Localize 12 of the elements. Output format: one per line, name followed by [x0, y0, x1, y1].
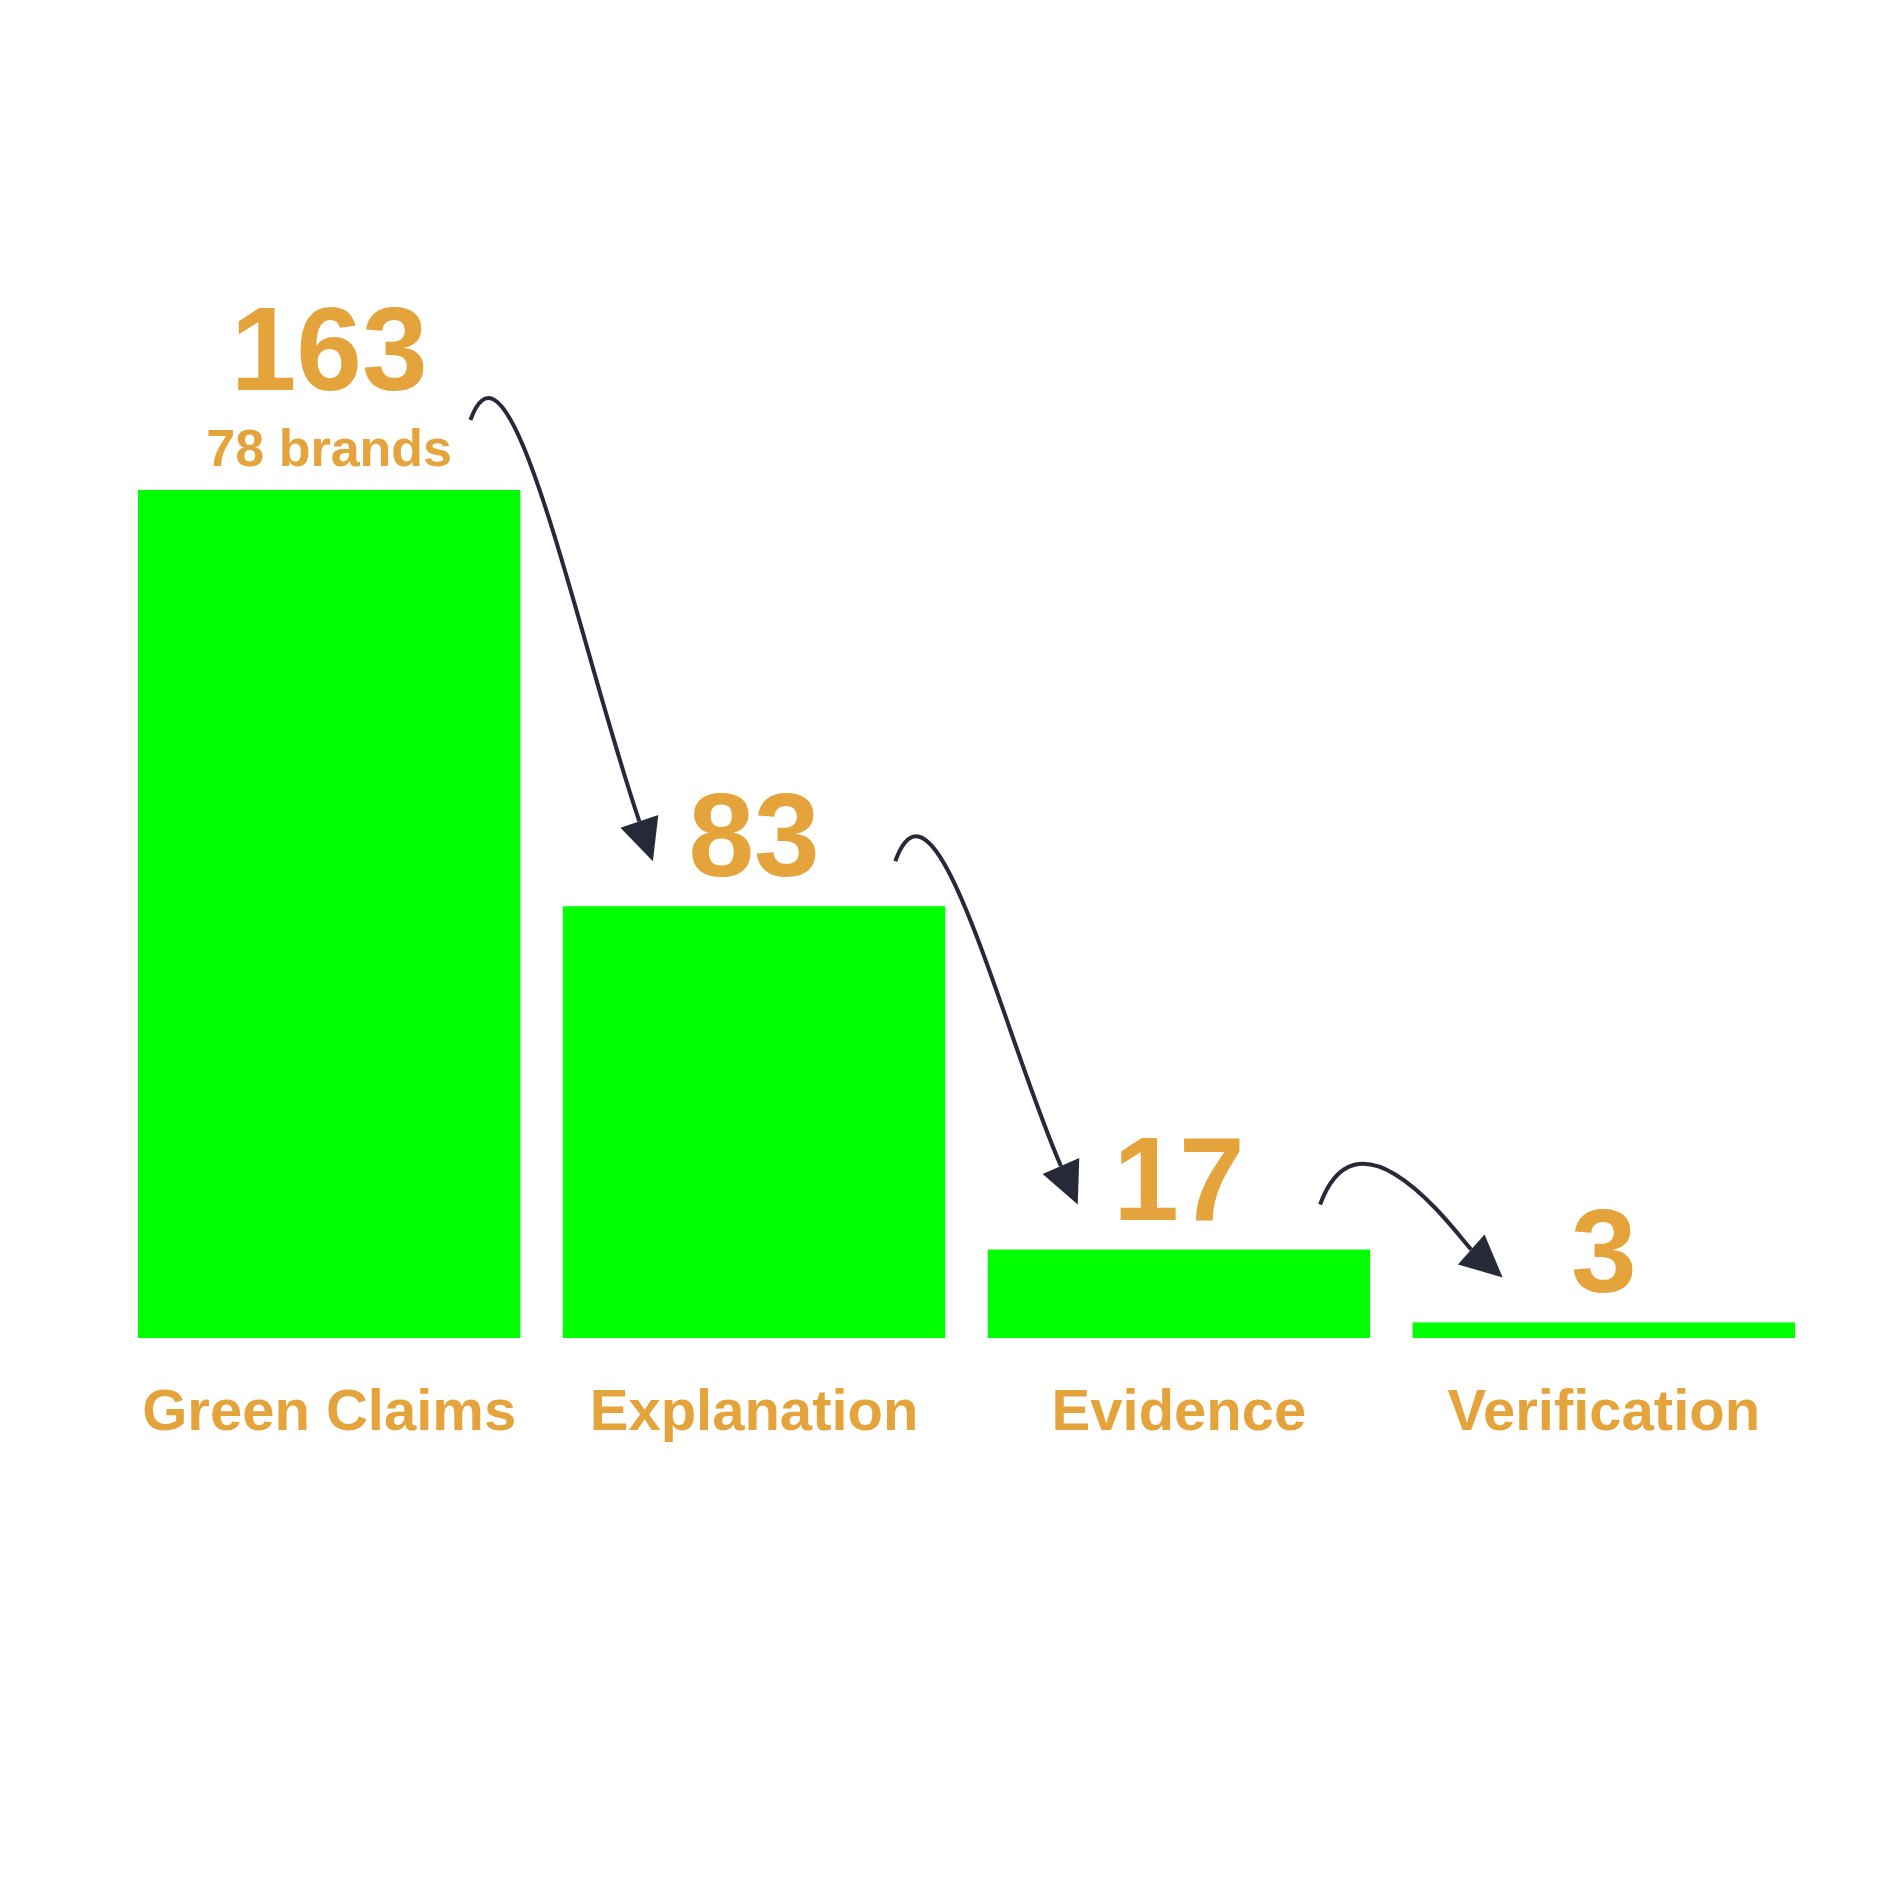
- x-tick-label: Evidence: [1051, 1377, 1307, 1442]
- data-label: 3: [1570, 1185, 1637, 1318]
- data-label: 83: [688, 769, 820, 902]
- x-tick-label: Explanation: [589, 1377, 919, 1442]
- bar: [138, 490, 521, 1338]
- x-tick-label: Verification: [1447, 1377, 1761, 1442]
- annotation: 78 brands: [206, 419, 453, 477]
- bar: [1412, 1322, 1796, 1338]
- data-label: 163: [230, 283, 428, 415]
- data-label: 17: [1113, 1112, 1245, 1245]
- bar: [987, 1249, 1371, 1338]
- x-tick-label: Green Claims: [142, 1377, 517, 1442]
